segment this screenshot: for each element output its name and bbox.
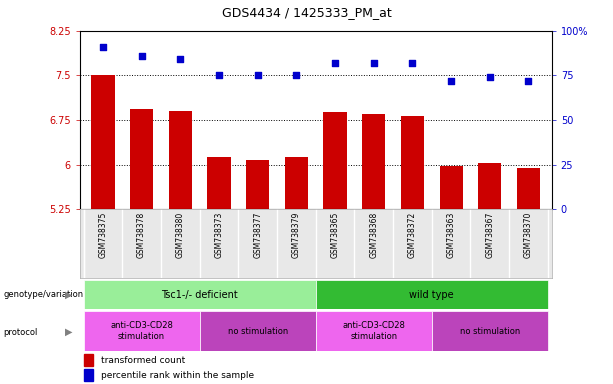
Bar — [85, 354, 93, 366]
Bar — [200, 311, 316, 351]
Point — [253, 72, 262, 78]
Text: GSM738363: GSM738363 — [447, 211, 455, 258]
Point — [175, 56, 185, 62]
Bar — [432, 311, 548, 351]
Text: GSM738367: GSM738367 — [485, 211, 494, 258]
Point — [214, 72, 224, 78]
Point — [446, 78, 456, 84]
Text: GSM738368: GSM738368 — [369, 211, 378, 258]
Text: GSM738380: GSM738380 — [176, 211, 185, 258]
Bar — [83, 280, 316, 309]
Text: GSM738378: GSM738378 — [137, 211, 146, 258]
Point — [485, 74, 495, 80]
Bar — [83, 311, 200, 351]
Point — [369, 60, 379, 66]
Point — [408, 60, 417, 66]
Text: no stimulation: no stimulation — [227, 327, 287, 336]
Point — [524, 78, 533, 84]
Text: no stimulation: no stimulation — [460, 327, 520, 336]
Text: anti-CD3-CD28
stimulation: anti-CD3-CD28 stimulation — [110, 321, 173, 341]
Bar — [246, 160, 269, 209]
Text: GSM738370: GSM738370 — [524, 211, 533, 258]
Text: GSM738379: GSM738379 — [292, 211, 301, 258]
Bar — [85, 369, 93, 381]
Bar — [517, 168, 540, 209]
Text: GSM738373: GSM738373 — [215, 211, 224, 258]
Bar — [362, 114, 386, 209]
Point — [330, 60, 340, 66]
Bar — [316, 311, 432, 351]
Text: GSM738377: GSM738377 — [253, 211, 262, 258]
Text: transformed count: transformed count — [101, 356, 185, 364]
Text: protocol: protocol — [3, 328, 37, 337]
Text: GSM738375: GSM738375 — [99, 211, 107, 258]
Text: GSM738372: GSM738372 — [408, 211, 417, 258]
Bar — [316, 280, 548, 309]
Bar — [91, 75, 115, 209]
Bar — [169, 111, 192, 209]
Text: anti-CD3-CD28
stimulation: anti-CD3-CD28 stimulation — [342, 321, 405, 341]
Text: wild type: wild type — [409, 290, 454, 300]
Bar — [324, 112, 346, 209]
Point — [137, 53, 147, 59]
Text: percentile rank within the sample: percentile rank within the sample — [101, 371, 254, 380]
Text: GSM738365: GSM738365 — [330, 211, 340, 258]
Text: ▶: ▶ — [65, 327, 72, 337]
Text: genotype/variation: genotype/variation — [3, 290, 83, 299]
Bar — [440, 166, 463, 209]
Bar — [401, 116, 424, 209]
Point — [98, 44, 108, 50]
Text: ▶: ▶ — [65, 290, 72, 300]
Bar — [207, 157, 230, 209]
Bar — [130, 109, 153, 209]
Point — [291, 72, 301, 78]
Text: Tsc1-/- deficient: Tsc1-/- deficient — [161, 290, 238, 300]
Bar — [285, 157, 308, 209]
Bar — [478, 164, 501, 209]
Text: GDS4434 / 1425333_PM_at: GDS4434 / 1425333_PM_at — [222, 6, 391, 19]
